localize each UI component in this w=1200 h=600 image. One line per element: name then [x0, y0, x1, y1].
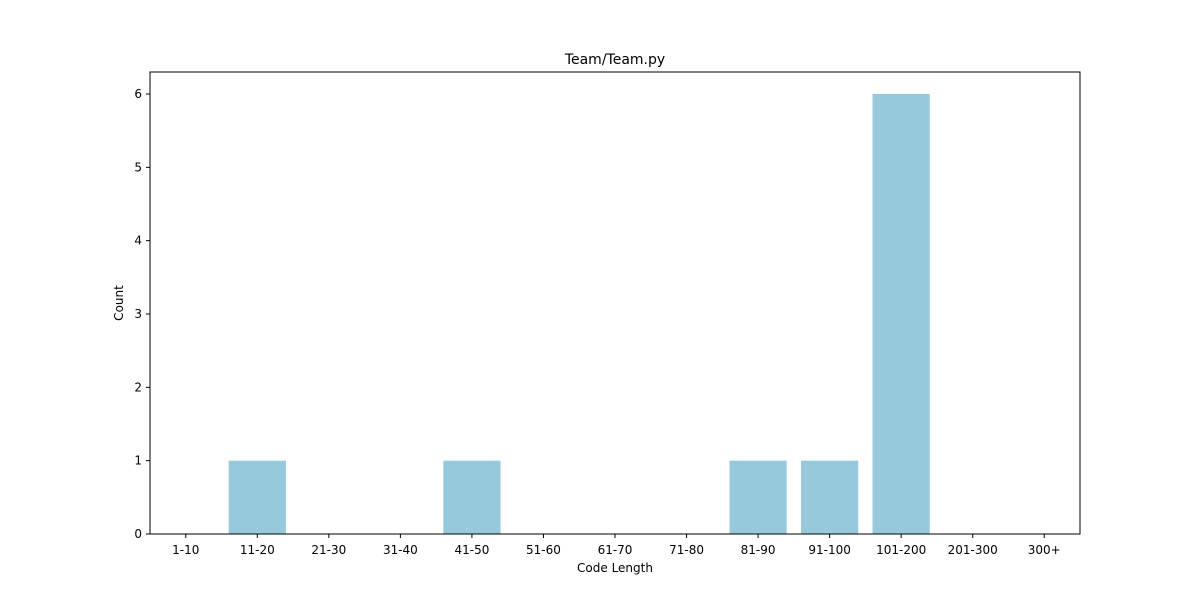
x-tick-label: 201-300 [948, 543, 998, 557]
bars-group [228, 94, 930, 534]
y-tick-label: 0 [134, 527, 142, 541]
x-tick-label: 300+ [1028, 543, 1061, 557]
y-tick-label: 4 [134, 234, 142, 248]
x-tick-label: 81-90 [741, 543, 776, 557]
plot-frame [149, 71, 1081, 535]
x-tick-label: 31-40 [383, 543, 418, 557]
y-axis: 0 1 2 3 4 5 6 [134, 87, 150, 541]
bar-41-50 [443, 460, 501, 534]
x-tick-label: 61-70 [598, 543, 633, 557]
y-tick-label: 1 [134, 454, 142, 468]
x-tick-label: 11-20 [240, 543, 275, 557]
x-tick-label: 1-10 [172, 543, 199, 557]
y-tick-label: 2 [134, 380, 142, 394]
x-axis-label: Code Length [577, 561, 653, 575]
x-tick-label: 71-80 [669, 543, 704, 557]
bar-91-100 [801, 460, 859, 534]
y-tick-label: 3 [134, 307, 142, 321]
x-tick-label: 41-50 [454, 543, 489, 557]
x-tick-label: 51-60 [526, 543, 561, 557]
x-tick-label: 21-30 [311, 543, 346, 557]
y-axis-label: Count [112, 285, 126, 321]
chart-title: Team/Team.py [564, 52, 665, 68]
bar-11-20 [228, 460, 286, 534]
x-axis: 1-10 11-20 21-30 31-40 41-50 51-60 61-70 71-80 8… [172, 534, 1061, 557]
y-tick-label: 6 [134, 87, 142, 101]
bar-81-90 [729, 460, 787, 534]
x-tick-label: 101-200 [876, 543, 926, 557]
bar-101-200 [872, 94, 930, 534]
y-tick-label: 5 [134, 160, 142, 174]
x-tick-label: 91-100 [808, 543, 851, 557]
